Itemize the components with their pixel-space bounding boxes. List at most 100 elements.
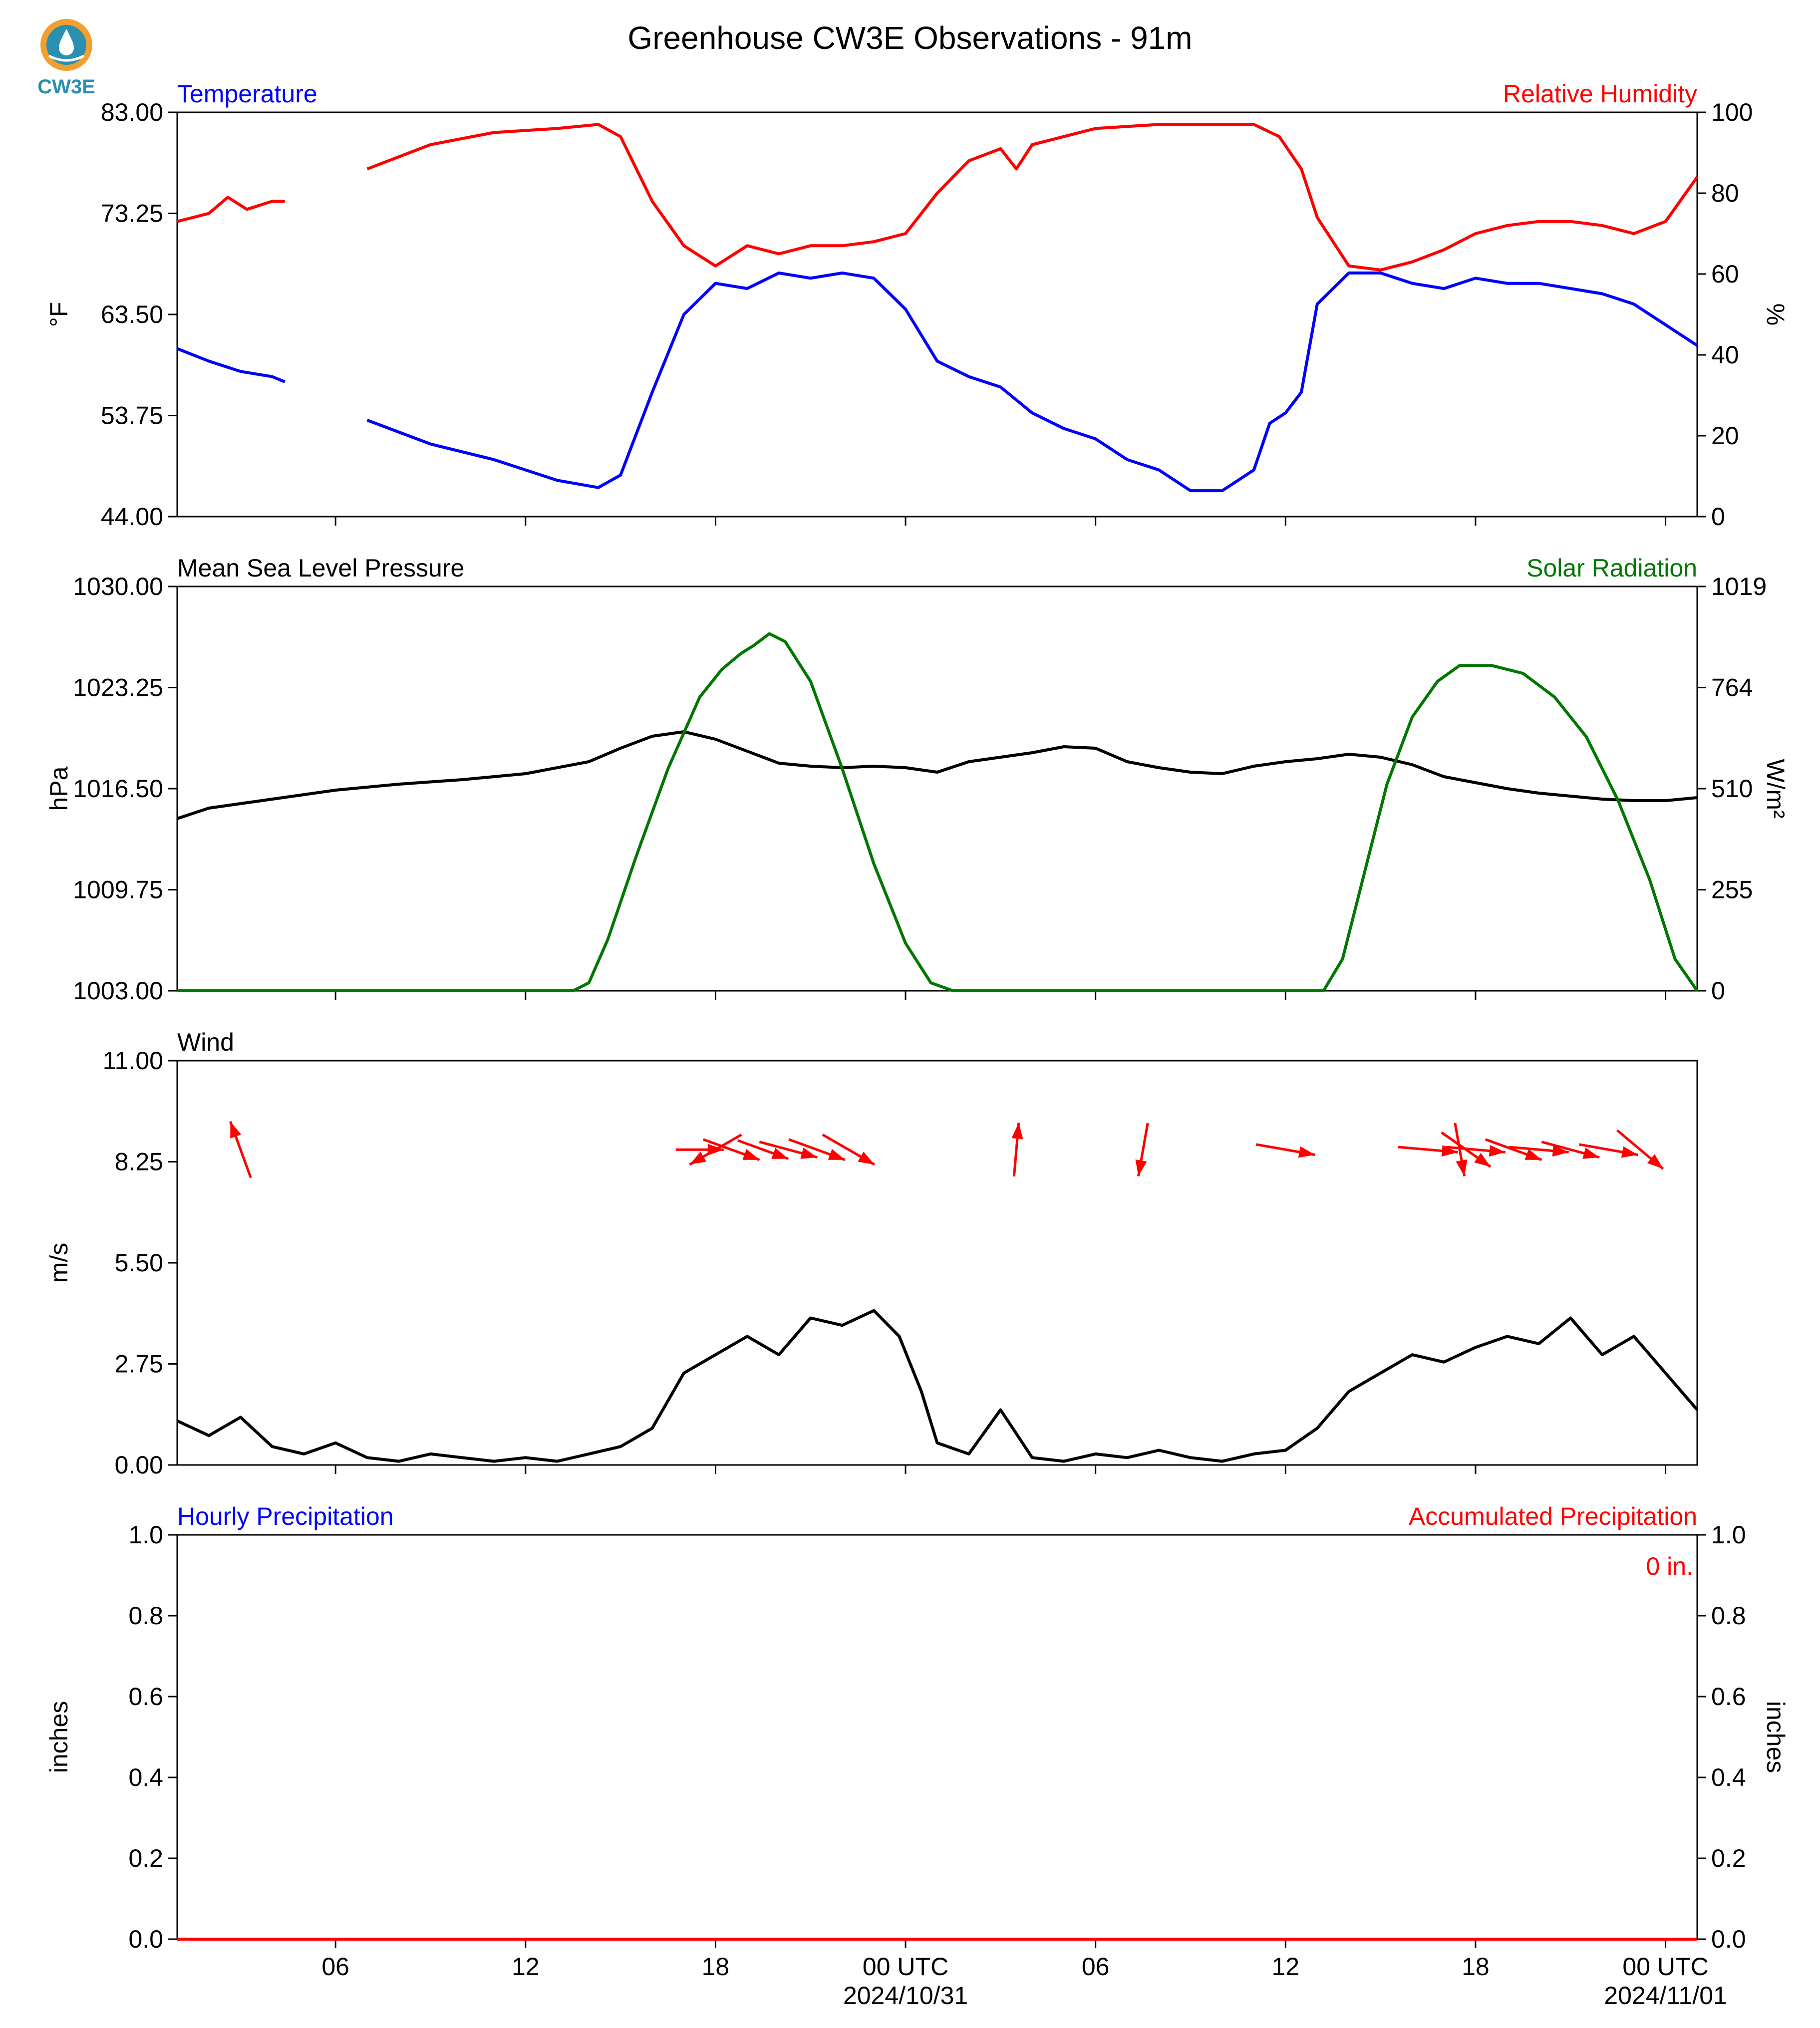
panel-3: Wind 11.00 8.25 5.50 2.75 0.00 m/s [45, 1028, 1699, 1479]
wind-arrow-head [1474, 1153, 1491, 1167]
panel-right-title: Accumulated Precipitation [1409, 1502, 1697, 1530]
series-line-1 [177, 730, 1698, 820]
y-right-tick-label: 510 [1711, 775, 1753, 803]
series-line-2 [177, 632, 1699, 992]
panel-frame [176, 1060, 1698, 1466]
logo-droplet [59, 29, 74, 55]
panel-4: Hourly Precipitation Accumulated Precipit… [45, 1502, 1790, 2010]
wind-arrow-head [1621, 1146, 1638, 1158]
series-line-1 [176, 271, 1698, 493]
accumulated-total-label: 0 in. [1646, 1552, 1693, 1580]
x-tick-label: 06 [321, 1953, 349, 1981]
cw3e-droplet-logo-icon [40, 19, 92, 71]
y-tick-label: 44.00 [101, 503, 163, 531]
panel-1: Temperature Relative Humidity 83.00 73.25 63… [45, 80, 1790, 531]
y-tick-label: 1030.00 [73, 573, 163, 600]
panels: Temperature Relative Humidity 83.00 73.25 63… [45, 80, 1790, 2010]
y-tick-label: 1003.00 [73, 977, 163, 1005]
y-tick-label: 1016.50 [73, 775, 163, 803]
series-line-2 [177, 123, 1699, 272]
y-tick-label: 0.8 [128, 1602, 163, 1630]
panel-frame [176, 1534, 1698, 1940]
panel-frame [176, 111, 1698, 518]
panel-left-title: Mean Sea Level Pressure [177, 554, 464, 582]
logo-wave [48, 54, 85, 62]
panel-left-title: Hourly Precipitation [177, 1502, 394, 1530]
y-tick-label: 63.50 [101, 300, 163, 328]
x-tick-label: 18 [702, 1953, 730, 1981]
x-tick-label: 06 [1082, 1953, 1110, 1981]
logo-text: CW3E [37, 76, 95, 98]
panel-right-title: Relative Humidity [1503, 80, 1697, 108]
panel-left-title: Temperature [177, 80, 317, 108]
wind-arrow-head [1552, 1145, 1569, 1157]
y-tick-label: 0.00 [115, 1451, 163, 1479]
y-right-tick-label: 100 [1711, 98, 1753, 126]
y-right-tick-label: 0.6 [1711, 1683, 1746, 1711]
y-right-tick-label: 0 [1711, 977, 1725, 1005]
y-right-axis-label: % [1762, 303, 1790, 325]
y-tick-label: 5.50 [115, 1249, 163, 1277]
x-tick-label: 18 [1462, 1953, 1490, 1981]
x-tick-label: 12 [1272, 1953, 1300, 1981]
cw3e-logo: CW3E [29, 15, 104, 100]
y-tick-label: 1009.75 [73, 876, 163, 904]
panel-2: Mean Sea Level Pressure Solar Radiation 10… [45, 554, 1790, 1005]
wind-arrow-head [828, 1149, 845, 1160]
y-axis-label: hPa [45, 766, 73, 811]
y-axis-label: °F [45, 302, 73, 327]
x-date-label: 2024/11/01 [1604, 1982, 1727, 2010]
y-right-tick-label: 0.2 [1711, 1844, 1746, 1872]
y-right-tick-label: 1019 [1711, 573, 1767, 600]
panel-left-title: Wind [177, 1028, 234, 1056]
y-right-tick-label: 764 [1711, 674, 1753, 702]
y-right-tick-label: 40 [1711, 341, 1739, 369]
y-right-tick-label: 1.0 [1711, 1521, 1746, 1549]
y-tick-label: 73.25 [101, 200, 163, 228]
y-right-tick-label: 60 [1711, 260, 1739, 288]
y-tick-label: 0.2 [128, 1844, 163, 1872]
wind-arrow-head [742, 1149, 760, 1160]
x-tick-label: 12 [512, 1953, 540, 1981]
wind-arrow-head [1647, 1154, 1663, 1169]
y-right-tick-label: 0.0 [1711, 1925, 1746, 1953]
wind-arrow-head [689, 1152, 706, 1165]
wind-arrow-head [1456, 1159, 1468, 1176]
y-right-tick-label: 0 [1711, 503, 1725, 531]
y-right-tick-label: 0.4 [1711, 1763, 1746, 1791]
wind-arrow-head [1489, 1145, 1506, 1157]
wind-arrow-head [800, 1148, 818, 1159]
y-tick-label: 11.00 [103, 1047, 163, 1075]
y-tick-label: 0.0 [128, 1925, 163, 1953]
y-right-tick-label: 0.8 [1711, 1602, 1746, 1630]
wind-arrow-head [1441, 1145, 1458, 1157]
y-tick-label: 83.00 [101, 98, 163, 126]
y-axis-label: inches [45, 1701, 73, 1773]
wind-arrow-head [1524, 1149, 1542, 1160]
y-right-tick-label: 255 [1711, 876, 1753, 904]
wind-arrow-head [858, 1152, 875, 1165]
y-right-axis-label: inches [1762, 1701, 1790, 1773]
wind-arrow-head [771, 1148, 789, 1159]
x-tick-label: 00 UTC [863, 1953, 948, 1981]
series-line-1 [176, 1309, 1699, 1463]
y-tick-label: 0.4 [128, 1763, 163, 1791]
y-right-tick-label: 80 [1711, 179, 1739, 207]
wind-arrow-head [1135, 1159, 1147, 1176]
wind-arrow-head [1011, 1123, 1023, 1140]
y-tick-label: 1.0 [128, 1521, 163, 1549]
y-tick-label: 8.25 [115, 1148, 163, 1176]
y-tick-label: 0.6 [128, 1683, 163, 1711]
y-tick-label: 53.75 [101, 402, 163, 430]
figure-title: Greenhouse CW3E Observations - 91m [627, 20, 1192, 56]
wind-arrow-head [1298, 1146, 1315, 1158]
panel-right-title: Solar Radiation [1526, 554, 1697, 582]
y-tick-label: 2.75 [115, 1350, 163, 1378]
y-axis-label: m/s [45, 1243, 73, 1283]
x-date-label: 2024/10/31 [843, 1982, 968, 2010]
y-right-tick-label: 20 [1711, 422, 1739, 450]
y-right-axis-label: W/m² [1762, 759, 1790, 818]
panel-frame [176, 585, 1698, 992]
wind-arrow-head [230, 1121, 242, 1139]
